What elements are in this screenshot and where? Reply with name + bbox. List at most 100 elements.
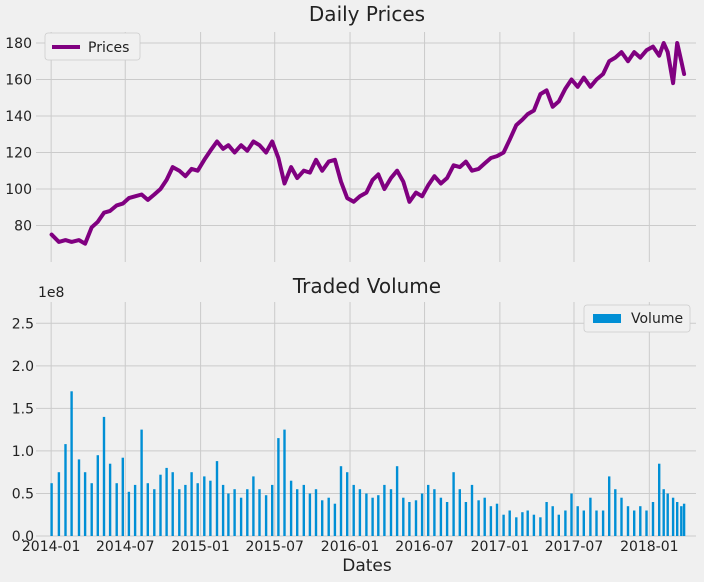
volume-bar bbox=[626, 506, 630, 536]
volume-bar bbox=[582, 510, 585, 536]
volume-bar bbox=[258, 489, 261, 536]
volume-bar bbox=[402, 497, 405, 536]
volume-bar bbox=[532, 514, 536, 536]
volume-bars bbox=[50, 391, 686, 536]
volume-bar bbox=[346, 472, 349, 536]
volume-bar bbox=[666, 493, 669, 536]
volume-bar bbox=[146, 483, 149, 536]
volume-bar bbox=[289, 480, 293, 536]
volume-bar bbox=[601, 510, 605, 536]
volume-y-tick-label: 2.0 bbox=[12, 359, 34, 375]
volume-bar bbox=[557, 514, 560, 536]
volume-bar bbox=[133, 484, 137, 536]
volume-bar bbox=[502, 514, 505, 536]
volume-chart: Traded Volume 1e8 0.0 0.5 1.0 1.5 2.0 2.5 201… bbox=[12, 274, 696, 576]
volume-bar bbox=[209, 480, 212, 536]
price-grid bbox=[36, 32, 696, 262]
price-line bbox=[49, 41, 687, 246]
volume-y-tick-label: 1.0 bbox=[12, 444, 34, 460]
volume-bar bbox=[439, 497, 443, 536]
volume-bar bbox=[252, 476, 255, 536]
volume-y-tick-label: 0.0 bbox=[12, 529, 34, 545]
volume-bar bbox=[196, 483, 199, 536]
volume-bar bbox=[246, 489, 249, 536]
price-line-series bbox=[49, 41, 687, 246]
volume-bar bbox=[339, 466, 343, 536]
volume-bar bbox=[658, 463, 661, 536]
volume-bar bbox=[639, 506, 642, 536]
volume-bar bbox=[414, 500, 418, 536]
volume-bar bbox=[458, 489, 461, 536]
volume-x-ticks: 2014-01 2014-07 2015-01 2015-07 2016-01 2016-… bbox=[22, 539, 679, 555]
volume-bar bbox=[515, 517, 518, 536]
volume-bar bbox=[90, 483, 93, 536]
volume-bar bbox=[595, 510, 598, 536]
price-y-ticks: 80 100 120 140 160 180 bbox=[5, 36, 32, 235]
volume-bar bbox=[121, 457, 124, 536]
volume-bar bbox=[671, 497, 675, 536]
volume-bar bbox=[633, 510, 636, 536]
volume-bar bbox=[645, 510, 648, 536]
volume-bar bbox=[57, 472, 61, 536]
volume-bar bbox=[427, 484, 430, 536]
volume-x-tick-label: 2015-01 bbox=[171, 539, 230, 555]
volume-bar bbox=[83, 472, 87, 536]
volume-x-tick-label: 2014-01 bbox=[22, 539, 81, 555]
volume-x-tick-label: 2014-07 bbox=[96, 539, 155, 555]
volume-bar bbox=[539, 517, 542, 536]
volume-y-tick-label: 1.5 bbox=[12, 401, 34, 417]
volume-bar bbox=[159, 474, 162, 536]
volume-bar bbox=[470, 484, 474, 536]
volume-bar bbox=[215, 461, 219, 536]
volume-legend-swatch bbox=[593, 314, 621, 323]
volume-bar bbox=[489, 506, 493, 536]
price-y-tick-label: 80 bbox=[14, 218, 32, 234]
volume-grid bbox=[36, 302, 696, 537]
volume-bar bbox=[127, 491, 131, 536]
volume-bar bbox=[314, 489, 318, 536]
volume-bar bbox=[50, 483, 53, 536]
volume-bar bbox=[140, 429, 143, 536]
volume-bar bbox=[365, 493, 368, 536]
volume-bar bbox=[333, 503, 337, 536]
volume-y-ticks: 0.0 0.5 1.0 1.5 2.0 2.5 bbox=[12, 316, 34, 545]
volume-y-tick-label: 2.5 bbox=[12, 316, 34, 332]
volume-bar bbox=[371, 497, 374, 536]
volume-x-tick-label: 2015-07 bbox=[245, 539, 304, 555]
volume-bar bbox=[495, 503, 499, 536]
volume-x-tick-label: 2017-01 bbox=[471, 539, 530, 555]
volume-bar bbox=[680, 506, 683, 536]
price-y-tick-label: 140 bbox=[5, 109, 32, 125]
volume-chart-title: Traded Volume bbox=[292, 274, 441, 298]
volume-bar bbox=[576, 506, 579, 536]
volume-bar bbox=[564, 510, 567, 536]
volume-bar bbox=[327, 497, 330, 536]
volume-bar bbox=[521, 512, 524, 536]
volume-bar bbox=[153, 489, 156, 536]
volume-bar bbox=[570, 493, 573, 536]
volume-bar bbox=[545, 502, 548, 536]
volume-bar bbox=[70, 391, 73, 536]
volume-bar bbox=[277, 438, 280, 536]
volume-bar bbox=[227, 493, 230, 536]
volume-bar bbox=[296, 489, 299, 536]
price-legend: Prices bbox=[44, 32, 141, 61]
volume-bar bbox=[662, 489, 665, 536]
volume-bar bbox=[620, 497, 623, 536]
volume-bar bbox=[395, 466, 399, 536]
volume-bar bbox=[508, 510, 511, 536]
volume-bar bbox=[452, 472, 455, 536]
volume-bar bbox=[551, 506, 554, 536]
volume-bar bbox=[203, 476, 206, 536]
volume-bar bbox=[77, 459, 81, 536]
volume-bar bbox=[383, 484, 386, 536]
price-y-tick-label: 120 bbox=[5, 145, 32, 161]
volume-bar bbox=[271, 484, 274, 536]
volume-bar bbox=[589, 497, 592, 536]
volume-bar bbox=[420, 493, 424, 536]
volume-bar bbox=[102, 416, 106, 536]
volume-bar bbox=[190, 472, 193, 536]
volume-bar bbox=[352, 484, 355, 536]
volume-legend: Volume bbox=[583, 304, 691, 333]
